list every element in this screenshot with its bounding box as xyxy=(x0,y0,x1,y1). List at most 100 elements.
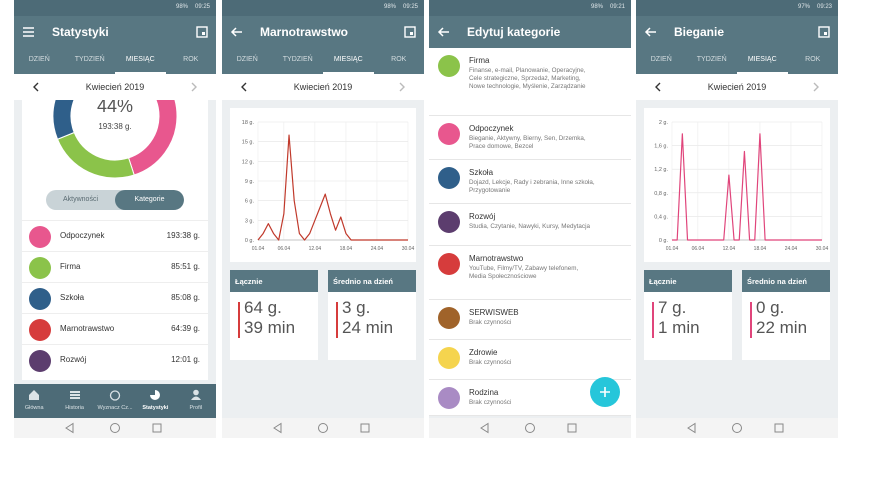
system-nav-bar xyxy=(636,418,838,438)
phone-screen: 97% 09:23 Bieganie DZIEŃ TYDZIEŃ MIESIĄC ROK Kw… xyxy=(636,0,838,438)
nav-item[interactable]: Historia xyxy=(54,384,94,418)
category-row[interactable]: Odpoczynek Bieganie, Aktywny, Bierny, Sen… xyxy=(429,116,631,160)
tab[interactable]: MIESIĄC xyxy=(737,48,788,74)
tab[interactable]: MIESIĄC xyxy=(323,48,374,74)
tab[interactable]: TYDZIEŃ xyxy=(696,56,727,63)
stat-value: 7 g. xyxy=(658,298,687,317)
next-month[interactable] xyxy=(191,82,197,92)
category-activities: Brak czynności xyxy=(469,359,512,366)
category-row[interactable]: Rozwój Studia, Czytanie, Nawyki, Kursy, M… xyxy=(429,204,631,246)
category-dot xyxy=(438,123,460,145)
calendar-button[interactable] xyxy=(196,25,208,38)
x-tick-label: 24.04 xyxy=(371,246,384,252)
category-row[interactable]: Marnotrawstwo YouTube, Filmy/TV, Zabawy t… xyxy=(429,246,631,300)
summary-percent: 44% xyxy=(96,100,134,116)
category-dot xyxy=(29,226,51,248)
calendar-icon xyxy=(824,32,827,35)
tab[interactable]: DZIEŃ xyxy=(236,56,258,63)
category-row[interactable]: Firma Finanse, e-mail, Planowanie, Operac… xyxy=(429,48,631,116)
nav-label: Profil xyxy=(189,405,203,411)
calendar-button[interactable] xyxy=(818,25,830,38)
category-activities: YouTube, Filmy/TV, Zabawy telefonem, Med… xyxy=(469,265,579,280)
system-nav-bar xyxy=(222,418,424,438)
prev-month[interactable] xyxy=(655,82,661,92)
category-row: Odpoczynek 193:38 g. xyxy=(22,220,208,251)
profile-icon xyxy=(190,396,201,400)
tab[interactable]: MIESIĄC xyxy=(115,48,166,74)
tab[interactable]: ROK xyxy=(391,56,407,63)
back-arrow xyxy=(437,27,449,37)
x-tick-label: 06.04 xyxy=(278,246,291,252)
calendar-button[interactable] xyxy=(404,25,416,38)
category-row[interactable]: Zdrowie Brak czynności xyxy=(429,340,631,380)
x-tick-label: 18.04 xyxy=(340,246,353,252)
nav-item[interactable]: Wyznacz Cz... xyxy=(95,384,135,418)
tab-bar: DZIEŃ TYDZIEŃ MIESIĄC ROK xyxy=(14,48,216,74)
category-row[interactable]: SERWISWEB Brak czynności xyxy=(429,300,631,340)
category-dot xyxy=(438,55,460,77)
y-tick-label: 3 g. xyxy=(245,218,255,224)
category-color xyxy=(438,167,460,189)
add-button[interactable] xyxy=(589,376,621,408)
next-month[interactable] xyxy=(399,82,405,92)
status-bar: 98% 09:25 xyxy=(222,0,424,16)
donut-chart xyxy=(52,100,178,179)
toggle-option[interactable]: Kategorie xyxy=(115,190,184,210)
category-dot xyxy=(438,387,460,409)
category-color xyxy=(438,123,460,145)
tab[interactable]: DZIEŃ xyxy=(650,56,672,63)
tab[interactable]: ROK xyxy=(183,56,199,63)
stat-header: Łącznie xyxy=(644,270,732,292)
toggle-option[interactable]: Aktywności xyxy=(62,196,98,203)
back-button xyxy=(480,422,489,434)
stat-accent xyxy=(336,302,338,338)
category-color xyxy=(29,226,51,248)
stat-accent xyxy=(238,302,240,338)
tab[interactable]: TYDZIEŃ xyxy=(74,56,105,63)
toolbar-icon[interactable] xyxy=(230,26,244,38)
battery-level: 97% xyxy=(797,4,810,10)
nav-icon xyxy=(29,390,40,400)
profile-icon xyxy=(192,389,199,396)
category-activities: Finanse, e-mail, Planowanie, Operacyjne,… xyxy=(469,67,586,90)
category-color xyxy=(29,350,51,372)
x-tick-label: 01.04 xyxy=(252,246,265,252)
tab[interactable]: TYDZIEŃ xyxy=(282,56,313,63)
home-button xyxy=(318,423,328,433)
category-name: Szkoła xyxy=(60,293,85,302)
category-row: Marnotrawstwo 64:39 g. xyxy=(22,313,208,344)
nav-item[interactable]: Główna xyxy=(14,384,54,418)
back-button xyxy=(273,422,282,434)
next-month[interactable] xyxy=(813,82,819,92)
tab[interactable]: ROK xyxy=(805,56,821,63)
stat-card: Łącznie 7 g. 1 min xyxy=(644,270,732,360)
recents-button xyxy=(567,423,577,433)
month-bar: Kwiecień 2019 xyxy=(636,74,838,100)
system-nav-bar xyxy=(14,418,216,438)
month-bar: Kwiecień 2019 xyxy=(14,74,216,100)
screen-title: Edytuj kategorie xyxy=(467,25,561,39)
nav-item[interactable]: Profil xyxy=(176,384,216,418)
category-row[interactable]: Szkoła Dojazd, Lekcje, Rady i zebrania, I… xyxy=(429,160,631,204)
category-name: Odpoczynek xyxy=(60,231,105,240)
month-arrows xyxy=(241,82,405,92)
prev-month[interactable] xyxy=(241,82,247,92)
category-name: Rodzina xyxy=(469,388,499,397)
phone-screen: 98% 09:21 Edytuj kategorie Firma Finanse, e-… xyxy=(429,0,631,438)
nav-item[interactable]: Statystyki xyxy=(135,384,175,418)
battery-level: 98% xyxy=(383,4,396,10)
toolbar-icon xyxy=(23,27,34,37)
toolbar-icon[interactable] xyxy=(644,26,658,38)
stat-card: Średnio na dzień 0 g. 22 min xyxy=(742,270,830,360)
pie-icon xyxy=(150,390,161,400)
category-color xyxy=(29,319,51,341)
clock: 09:25 xyxy=(402,4,418,10)
prev-month[interactable] xyxy=(33,82,39,92)
y-tick-label: 0 g. xyxy=(659,238,669,244)
stat-accent xyxy=(750,302,752,338)
tab[interactable]: DZIEŃ xyxy=(28,56,50,63)
y-tick-label: 15 g. xyxy=(242,140,255,146)
toolbar-icon[interactable] xyxy=(437,26,451,38)
category-name: Szkoła xyxy=(469,168,494,177)
x-tick-label: 12.04 xyxy=(723,246,736,252)
